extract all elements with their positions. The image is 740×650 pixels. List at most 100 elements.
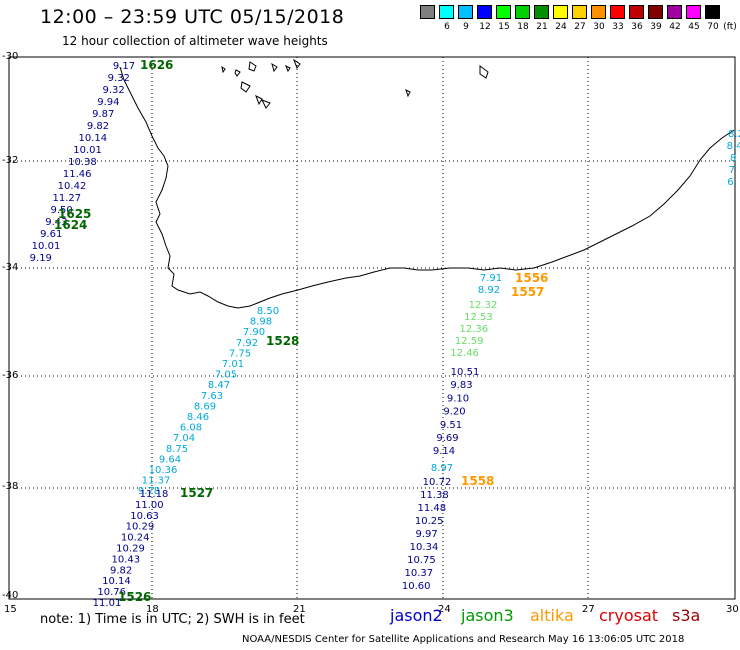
wave-height-value: 9.50 xyxy=(50,205,72,216)
scale-label: 45 xyxy=(688,22,700,32)
wave-height-value: 10.75 xyxy=(407,555,436,566)
wave-height-value: 8.97 xyxy=(431,463,453,474)
wave-height-value: 10.36 xyxy=(149,465,178,476)
wave-height-value: 7.04 xyxy=(173,433,195,444)
wave-height-value: 9.83 xyxy=(450,380,472,391)
scale-label: 30 xyxy=(593,22,605,32)
wave-height-value: 10.01 xyxy=(73,145,102,156)
wave-height-value: 10.76 xyxy=(97,587,126,598)
wave-height-value: 9.64 xyxy=(159,454,181,465)
wave-height-value: 11.01 xyxy=(93,598,122,609)
scale-swatch xyxy=(572,5,587,19)
scale-swatch xyxy=(477,5,492,19)
wave-height-value: 9.43 xyxy=(45,217,67,228)
lon-label: 30 xyxy=(726,604,739,615)
wave-height-value: 9.78 xyxy=(138,486,160,497)
wave-height-value: 10.29 xyxy=(116,544,145,555)
wave-height-value: 12.32 xyxy=(469,300,498,311)
scale-label: 15 xyxy=(498,22,510,32)
footnote: note: 1) Time is in UTC; 2) SWH is in fe… xyxy=(40,612,305,627)
pass-time-label: 1558 xyxy=(461,474,494,488)
wave-height-value: 10.72 xyxy=(423,477,452,488)
wave-height-value: 9.87 xyxy=(92,109,114,120)
pass-time-label: 1528 xyxy=(266,334,299,348)
coastline xyxy=(119,66,735,309)
satellite-jason3: jason3 xyxy=(461,606,514,625)
wave-height-value: 10.14 xyxy=(102,576,131,587)
scale-swatch xyxy=(705,5,720,19)
scale-label: 9 xyxy=(463,22,469,32)
wave-height-value: 8.46 xyxy=(187,412,209,423)
wave-height-value: 8.92 xyxy=(478,285,500,296)
wave-height-value: 6.08 xyxy=(180,423,202,434)
lon-label: 15 xyxy=(4,604,17,615)
wave-height-value: 9.97 xyxy=(415,529,437,540)
scale-label: 18 xyxy=(517,22,529,32)
scale-swatch xyxy=(686,5,701,19)
lat-label: -30 xyxy=(2,51,19,62)
lon-label: 18 xyxy=(146,604,159,615)
color-scale-legend: 6 9 12 15 18 21 24 27 30 33 36 39 42 45 70 (ft) xyxy=(420,5,737,33)
wave-height-value: 12.59 xyxy=(455,336,484,347)
map-subtitle: 12 hour collection of altimeter wave hei… xyxy=(62,34,328,48)
scale-swatch xyxy=(610,5,625,19)
wave-height-value: 8.2 xyxy=(728,129,740,140)
scale-label: 27 xyxy=(574,22,586,32)
wave-height-value: 10.14 xyxy=(78,133,107,144)
scale-label: 36 xyxy=(631,22,643,32)
pass-time-label: 1624 xyxy=(54,218,87,232)
pass-time-label: 1526 xyxy=(118,590,151,604)
wave-height-value: 10.37 xyxy=(404,568,433,579)
wave-height-value: 12.36 xyxy=(459,324,488,335)
wave-height-value: 10.51 xyxy=(451,367,480,378)
wave-height-value: 10.63 xyxy=(130,511,159,522)
scale-swatch xyxy=(496,5,511,19)
wave-height-value: 9.19 xyxy=(30,253,52,264)
scale-label: 33 xyxy=(612,22,624,32)
wave-height-value: 9.82 xyxy=(110,565,132,576)
islands xyxy=(221,58,489,109)
wave-height-value: 10.29 xyxy=(126,522,155,533)
wave-height-value: 11.48 xyxy=(417,503,446,514)
wave-height-value: 9.14 xyxy=(433,446,455,457)
wave-height-value: 8 xyxy=(730,153,736,164)
wave-height-value: 6 xyxy=(727,177,733,188)
wave-height-value: 9.82 xyxy=(87,121,109,132)
wave-height-value: 8.47 xyxy=(208,380,230,391)
scale-swatch xyxy=(553,5,568,19)
wave-height-value: 11.27 xyxy=(52,193,81,204)
scale-label: 24 xyxy=(555,22,567,32)
wave-height-value: 10.34 xyxy=(410,542,439,553)
wave-height-value: 8.69 xyxy=(194,401,216,412)
wave-height-value: 9.61 xyxy=(40,229,62,240)
satellite-cryosat: cryosat xyxy=(599,606,659,625)
wave-height-value: 11.37 xyxy=(142,476,171,487)
wave-height-value: 10.43 xyxy=(111,554,140,565)
wave-height-value: 7.92 xyxy=(236,338,258,349)
satellite-s3a: s3a xyxy=(672,606,701,625)
wave-height-value: 7.91 xyxy=(480,273,502,284)
lat-label: -34 xyxy=(2,262,19,273)
scale-swatch xyxy=(458,5,473,19)
satellite-jason2: jason2 xyxy=(390,606,443,625)
lat-label: -40 xyxy=(2,590,19,601)
wave-height-value: 11.46 xyxy=(63,169,92,180)
wave-height-value: 7.63 xyxy=(201,391,223,402)
wave-height-value: 11.38 xyxy=(420,490,449,501)
satellite-altika: altika xyxy=(530,606,574,625)
scale-swatch xyxy=(515,5,530,19)
map-title: 12:00 – 23:59 UTC 05/15/2018 xyxy=(40,6,345,28)
wave-height-value: 10.25 xyxy=(415,516,444,527)
lon-label: 27 xyxy=(582,604,595,615)
scale-unit: (ft) xyxy=(723,22,737,32)
lat-lon-grid xyxy=(9,57,735,599)
pass-time-label: 1556 xyxy=(515,271,548,285)
lat-label: -32 xyxy=(2,155,19,166)
pass-time-label: 1557 xyxy=(511,285,544,299)
wave-height-value: 8.50 xyxy=(257,306,279,317)
scale-label: 70 xyxy=(707,22,719,32)
wave-height-value: 10.60 xyxy=(402,581,431,592)
wave-height-value: 11.18 xyxy=(140,489,169,500)
scale-label: 12 xyxy=(479,22,491,32)
